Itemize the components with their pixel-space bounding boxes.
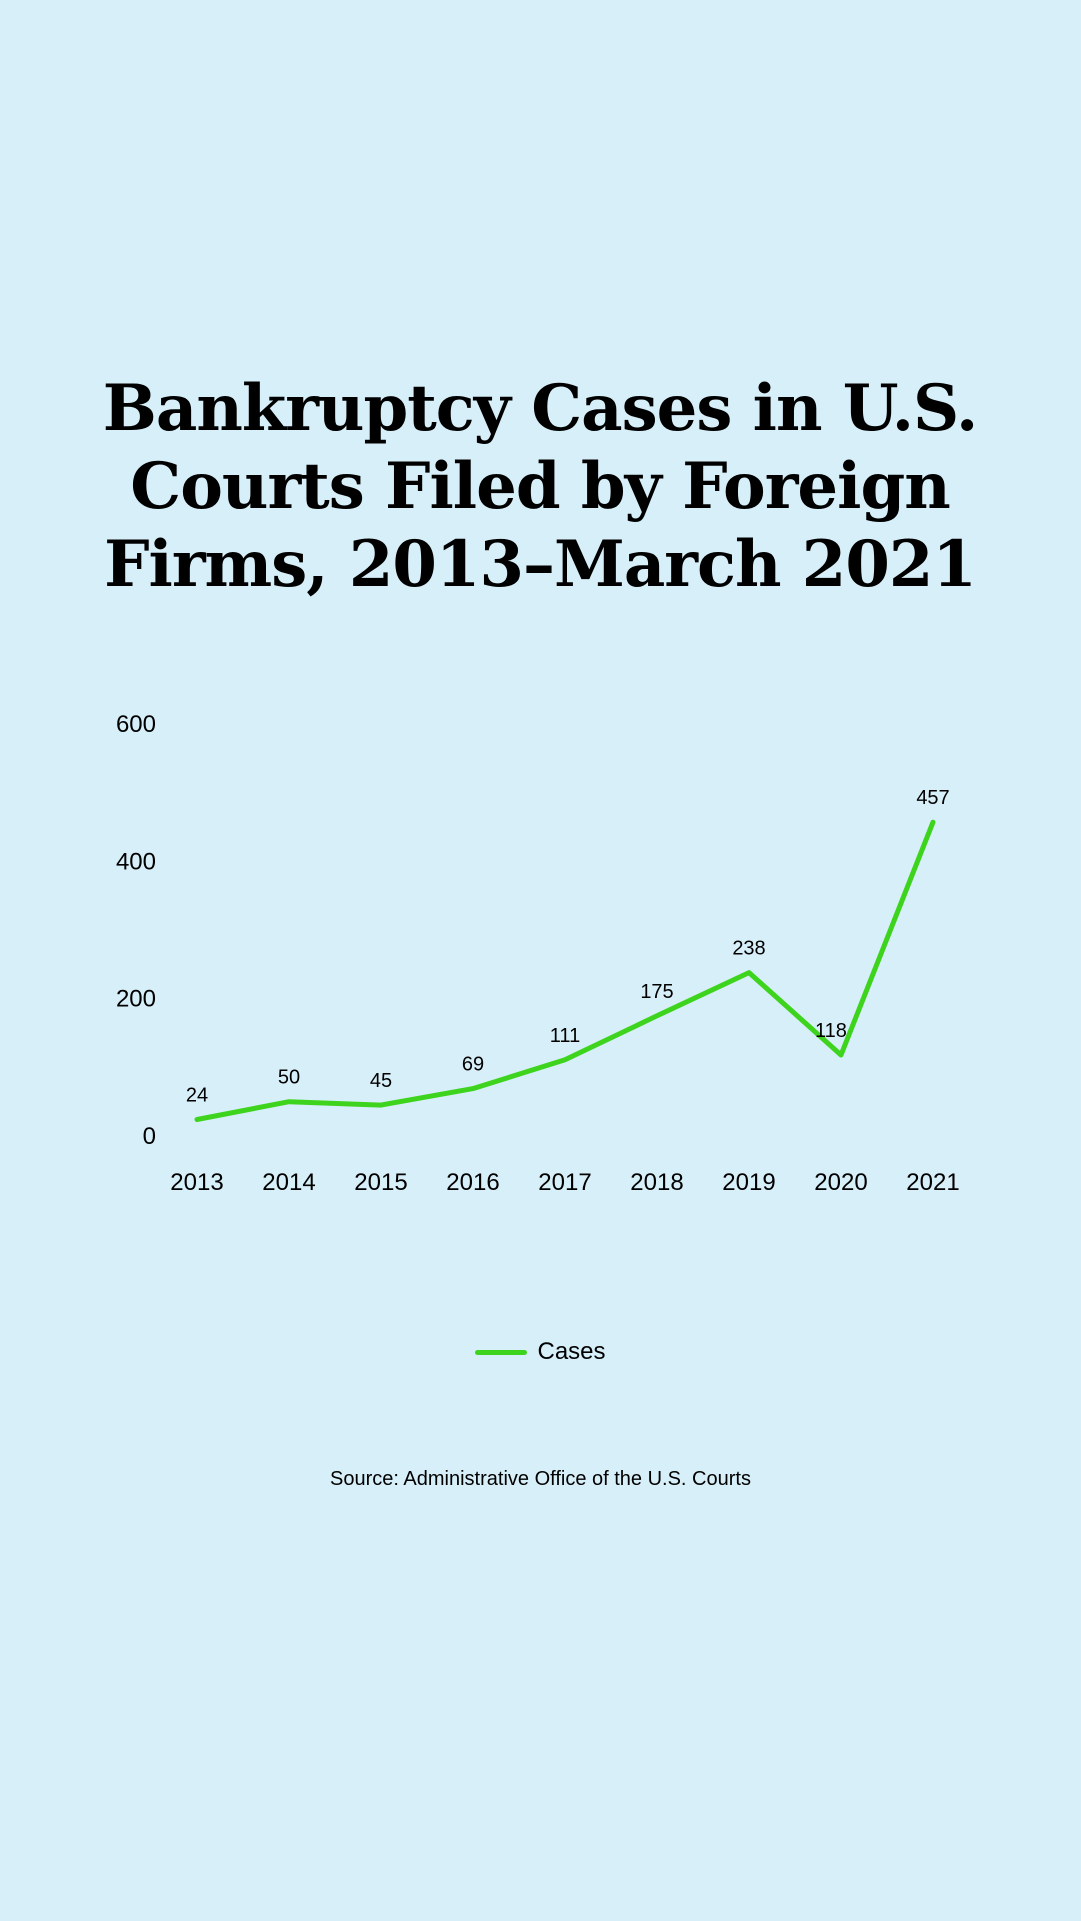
legend-label-cases: Cases <box>537 1338 606 1365</box>
y-tick-label: 600 <box>116 711 156 738</box>
y-tick-label: 0 <box>143 1123 156 1150</box>
data-label: 45 <box>370 1070 392 1092</box>
y-axis-ticks: 0 200 400 600 <box>116 711 156 1150</box>
x-axis-ticks: 2013 2014 2015 2016 2017 2018 2019 2020 2021 <box>170 1169 959 1196</box>
data-label: 238 <box>732 938 765 960</box>
source-note: Source: Administrative Office of the U.S… <box>330 1468 751 1490</box>
x-tick-label: 2016 <box>446 1169 499 1196</box>
legend: Cases <box>0 1338 1081 1366</box>
x-tick-label: 2015 <box>354 1169 407 1196</box>
x-tick-label: 2017 <box>538 1169 591 1196</box>
legend-swatch-cases <box>475 1349 528 1355</box>
data-label: 24 <box>186 1085 208 1107</box>
y-tick-label: 200 <box>116 986 156 1013</box>
x-tick-label: 2018 <box>630 1169 683 1196</box>
data-label: 111 <box>550 1025 580 1047</box>
data-label: 118 <box>815 1020 847 1042</box>
chart-title: Bankruptcy Cases in U.S. Courts Filed by… <box>102 371 978 602</box>
data-labels: 24 50 45 69 111 175 238 118 457 <box>186 787 950 1106</box>
x-tick-label: 2019 <box>722 1169 775 1196</box>
data-label: 457 <box>916 787 949 809</box>
y-tick-label: 400 <box>116 848 156 875</box>
x-tick-label: 2021 <box>906 1169 959 1196</box>
x-tick-label: 2020 <box>814 1169 867 1196</box>
data-label: 50 <box>278 1067 300 1089</box>
x-tick-label: 2014 <box>262 1169 315 1196</box>
x-tick-label: 2013 <box>170 1169 223 1196</box>
series-line-cases <box>194 819 936 1122</box>
data-label: 175 <box>640 981 673 1003</box>
data-label: 69 <box>462 1054 484 1076</box>
